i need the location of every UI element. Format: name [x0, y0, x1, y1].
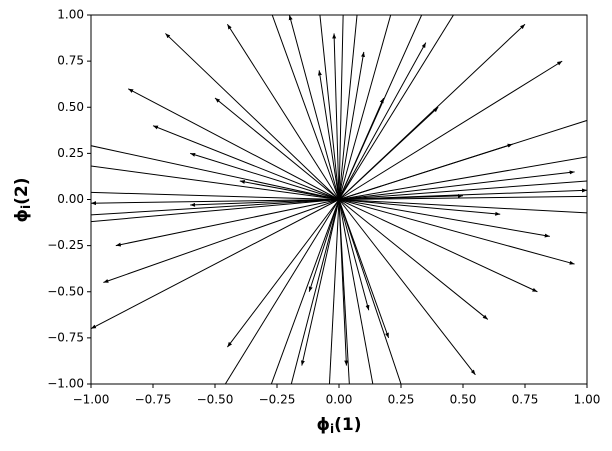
- arrow: [328, 199, 340, 384]
- arrow: [300, 199, 340, 366]
- arrow: [308, 199, 340, 292]
- arrow: [319, 15, 340, 200]
- x-tick-label: 0.25: [388, 393, 415, 407]
- arrow: [290, 199, 340, 384]
- arrow: [91, 199, 340, 223]
- x-tick-label: −0.50: [197, 393, 234, 407]
- arrow: [338, 60, 563, 200]
- x-axis-label: ϕi(1): [316, 415, 361, 436]
- arrow: [190, 199, 340, 207]
- x-tick-label: 0.75: [512, 393, 539, 407]
- arrow: [152, 125, 340, 200]
- x-tick-label: −0.25: [259, 393, 296, 407]
- arrow: [338, 199, 402, 384]
- arrow: [91, 199, 340, 330]
- arrow: [338, 199, 476, 376]
- arrow: [338, 199, 550, 238]
- arrow: [338, 143, 513, 200]
- y-tick-label: 0.00: [57, 192, 84, 206]
- arrows: [91, 15, 587, 384]
- y-tick-label: 0.75: [57, 54, 84, 68]
- arrow: [271, 15, 340, 200]
- arrow: [91, 191, 340, 200]
- arrow: [338, 170, 575, 200]
- arrow: [190, 152, 340, 200]
- arrow: [338, 199, 489, 320]
- arrow: [338, 97, 385, 200]
- arrow: [338, 199, 390, 339]
- x-tick-label: 1.00: [574, 393, 601, 407]
- arrow: [338, 199, 370, 311]
- y-tick-label: 1.00: [57, 8, 84, 22]
- arrow: [103, 199, 340, 283]
- y-tick-label: −0.25: [47, 238, 84, 252]
- arrow: [239, 179, 340, 200]
- arrow: [115, 199, 340, 247]
- arrow: [338, 42, 427, 200]
- arrow: [317, 70, 340, 200]
- arrow: [338, 15, 423, 200]
- y-tick-label: −1.00: [47, 377, 84, 391]
- arrow: [338, 199, 349, 366]
- arrow: [338, 156, 587, 200]
- arrow: [338, 199, 575, 265]
- arrow: [227, 199, 340, 348]
- arrow: [165, 33, 340, 200]
- arrow: [91, 165, 340, 200]
- arrow: [226, 23, 340, 200]
- arrow: [338, 199, 587, 214]
- arrow: [270, 199, 340, 384]
- y-tick-label: −0.75: [47, 330, 84, 344]
- arrow: [214, 97, 340, 200]
- arrow: [338, 106, 439, 200]
- arrow: [224, 199, 340, 384]
- y-tick-label: 0.25: [57, 146, 84, 160]
- arrow: [338, 193, 464, 200]
- y-tick-label: −0.50: [47, 284, 84, 298]
- arrow: [338, 15, 455, 200]
- x-tick-label: −1.00: [73, 393, 110, 407]
- arrow: [338, 199, 501, 216]
- arrow: [91, 145, 340, 200]
- y-tick-label: 0.50: [57, 100, 84, 114]
- y-axis-label: ϕi(2): [12, 177, 33, 222]
- arrow: [332, 33, 340, 200]
- arrow: [338, 199, 374, 384]
- x-tick-label: 0.50: [450, 393, 477, 407]
- arrow: [338, 199, 538, 293]
- x-tick-label: 0.00: [326, 393, 353, 407]
- x-tick-label: −0.75: [135, 393, 172, 407]
- arrow: [338, 51, 365, 200]
- arrow: [91, 199, 340, 206]
- arrow: [127, 88, 340, 200]
- arrow: [338, 15, 358, 200]
- arrow: [288, 15, 340, 200]
